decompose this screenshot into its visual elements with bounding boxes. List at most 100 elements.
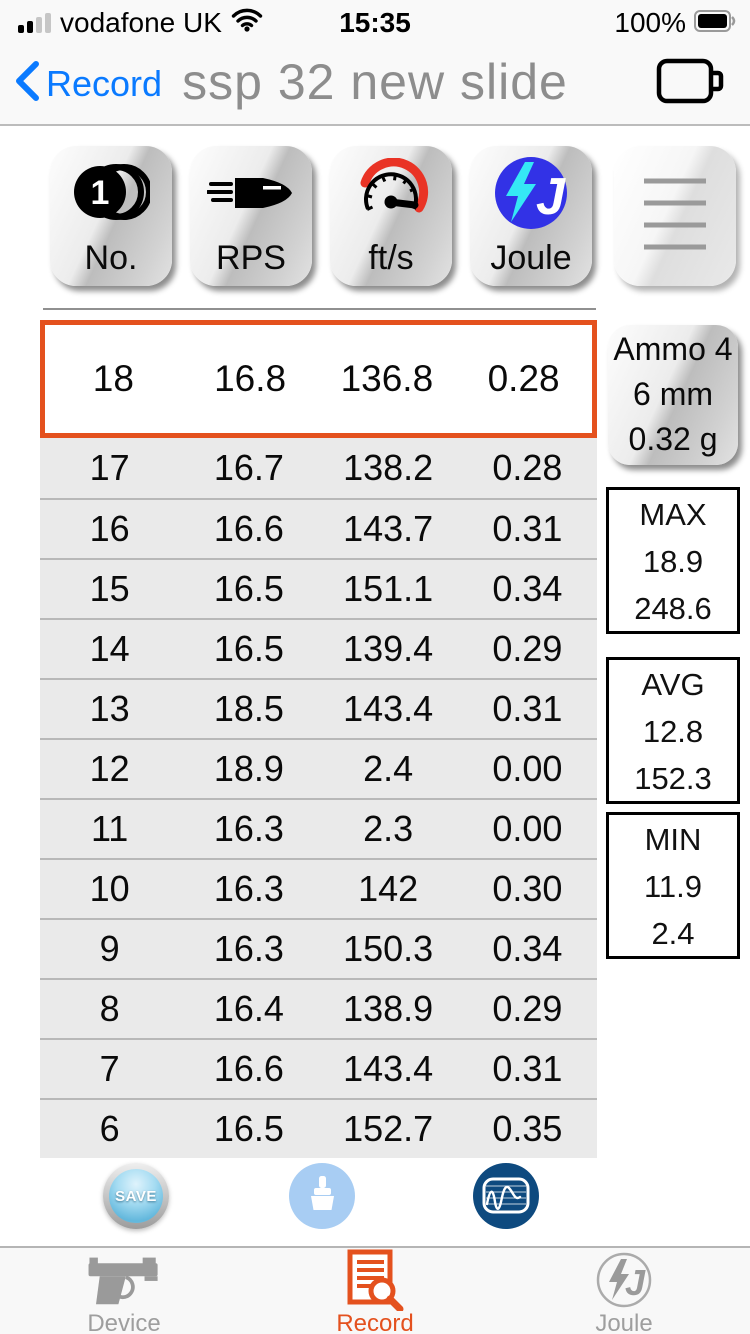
table-cell-no: 9 [99,928,120,969]
table-cell-no: 14 [89,628,130,669]
table-cell-joule: 0.00 [492,748,563,789]
chart-button[interactable] [473,1163,539,1229]
table-cell-joule: 0.28 [492,447,563,488]
top-chrome: vodafone UK 15:35 100% [0,0,750,126]
table-cell-no: 17 [89,447,130,488]
table-row[interactable]: 16 16.6 143.7 0.31 [40,498,597,558]
ammo-button[interactable]: Ammo 4 6 mm 0.32 g [608,325,738,465]
table-cell-joule: 0.34 [492,928,563,969]
table-cell-joule: 0.34 [492,568,563,609]
column-button-no[interactable]: 1 No. [50,146,172,286]
battery-status-icon [694,7,736,39]
table-cell-rps: 18.9 [213,748,284,789]
table-cell-no: 10 [89,868,130,909]
table-cell-rps: 16.5 [213,628,284,669]
signal-strength-icon [18,13,51,33]
table-row[interactable]: 15 16.5 151.1 0.34 [40,558,597,618]
table-cell-rps: 16.6 [213,1048,284,1089]
tab-device[interactable]: Device [44,1252,204,1334]
record-icon [344,1249,406,1311]
column-button-joule[interactable]: J Joule [470,146,592,286]
stat-value2: 2.4 [651,916,695,951]
table-cell-joule: 0.30 [492,868,563,909]
column-button-rps[interactable]: RPS [190,146,312,286]
table-cell-fts: 139.4 [343,628,434,669]
table-cell-joule: 0.31 [492,508,563,549]
stat-box-min: MIN 11.9 2.4 [606,812,740,959]
joule-tab-icon: J [595,1252,653,1308]
table-cell-rps: 16.8 [214,358,287,399]
table-cell-fts: 142 [358,868,419,909]
table-row[interactable]: 9 16.3 150.3 0.34 [40,918,597,978]
back-button[interactable]: Record [14,60,162,107]
table-cell-fts: 138.9 [343,988,434,1029]
table-cell-rps: 16.6 [213,508,284,549]
page-title: ssp 32 new slide [182,54,568,110]
table-cell-rps: 16.3 [213,928,284,969]
speed-gauge-icon [351,147,431,239]
menu-button[interactable] [614,146,736,286]
column-button-label: ft/s [368,239,414,277]
tab-bar: Device Record [0,1246,750,1334]
battery-percent-label: 100% [614,7,686,38]
stat-value2: 152.3 [634,761,712,796]
stat-label: MAX [639,497,707,532]
stat-label: AVG [641,667,705,702]
table-cell-fts: 2.4 [363,748,414,789]
svg-text:J: J [625,1262,646,1303]
status-time: 15:35 [339,7,411,38]
table-cell-joule: 0.29 [492,988,563,1029]
pistol-icon [82,1252,166,1308]
save-button-label: SAVE [115,1187,157,1205]
back-chevron-icon [14,60,40,107]
shot-counter-icon: 1 [72,147,150,239]
stat-value1: 12.8 [642,714,704,749]
column-button-label: RPS [216,239,286,277]
table-row-selected[interactable]: 18 16.8 136.8 0.28 [40,320,597,438]
table-row[interactable]: 13 18.5 143.4 0.31 [40,678,597,738]
table-row[interactable]: 17 16.7 138.2 0.28 [40,438,597,498]
clear-button[interactable] [289,1163,355,1229]
table-cell-joule: 0.29 [492,628,563,669]
table-cell-no: 18 [92,358,134,399]
table-cell-no: 16 [89,508,130,549]
brush-icon [303,1174,341,1219]
table-row[interactable]: 14 16.5 139.4 0.29 [40,618,597,678]
table-cell-no: 13 [89,688,130,729]
carrier-label: vodafone UK [60,7,222,38]
joule-icon: J [492,147,570,239]
table-row[interactable]: 12 18.9 2.4 0.00 [40,738,597,798]
stat-value1: 18.9 [642,544,704,579]
table-cell-rps: 16.5 [213,1108,284,1149]
table-cell-fts: 143.4 [343,1048,434,1089]
table-cell-joule: 0.00 [492,808,563,849]
bullet-icon [207,147,295,239]
table-cell-fts: 152.7 [343,1108,434,1149]
table-cell-no: 8 [99,988,120,1029]
table-cell-no: 7 [99,1048,120,1089]
status-right: 100% [614,7,736,39]
menu-lines-icon [636,169,714,264]
tab-joule[interactable]: J Joule [544,1252,704,1334]
table-cell-no: 15 [89,568,130,609]
device-battery-icon[interactable] [656,56,726,111]
table-cell-fts: 143.7 [343,508,434,549]
table-row[interactable]: 11 16.3 2.3 0.00 [40,798,597,858]
ammo-line-3: 0.32 g [628,421,718,457]
status-left: vodafone UK [18,7,263,39]
stat-box-max: MAX 18.9 248.6 [606,487,740,634]
column-button-fts[interactable]: ft/s [330,146,452,286]
ammo-line-1: Ammo 4 [613,331,733,367]
table-cell-rps: 16.3 [213,808,284,849]
table-cell-joule: 0.31 [492,1048,563,1089]
table-cell-fts: 150.3 [343,928,434,969]
table-row[interactable]: 7 16.6 143.4 0.31 [40,1038,597,1098]
table-row[interactable]: 10 16.3 142 0.30 [40,858,597,918]
table-row[interactable]: 6 16.5 152.7 0.35 [40,1098,597,1158]
tab-record[interactable]: Record [295,1249,455,1334]
table-cell-no: 6 [99,1108,120,1149]
table-row[interactable]: 8 16.4 138.9 0.29 [40,978,597,1038]
stat-box-avg: AVG 12.8 152.3 [606,657,740,804]
save-button[interactable]: SAVE [103,1163,169,1229]
